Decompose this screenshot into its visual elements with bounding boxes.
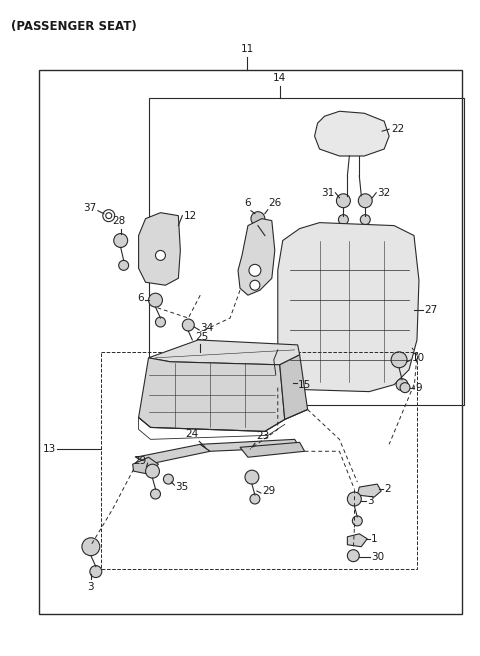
Circle shape: [250, 494, 260, 504]
Polygon shape: [148, 340, 300, 365]
Text: 12: 12: [183, 211, 197, 220]
Circle shape: [249, 264, 261, 276]
Text: 34: 34: [200, 323, 214, 333]
Circle shape: [103, 210, 115, 222]
Text: 6: 6: [137, 293, 144, 303]
Text: 23: 23: [256, 432, 269, 441]
Circle shape: [119, 260, 129, 270]
Polygon shape: [278, 222, 419, 392]
Text: 24: 24: [185, 429, 198, 440]
Text: 29: 29: [133, 456, 146, 466]
Circle shape: [82, 538, 100, 556]
Circle shape: [90, 565, 102, 577]
Polygon shape: [132, 457, 158, 474]
Text: (PASSENGER SEAT): (PASSENGER SEAT): [12, 20, 137, 33]
Polygon shape: [136, 444, 210, 464]
Text: 1: 1: [371, 534, 378, 544]
Circle shape: [400, 382, 410, 393]
Circle shape: [250, 280, 260, 290]
Text: 3: 3: [87, 581, 94, 592]
Bar: [101, 352, 417, 569]
Polygon shape: [276, 372, 295, 392]
Text: 31: 31: [321, 188, 335, 198]
Polygon shape: [357, 484, 381, 497]
Text: 11: 11: [240, 43, 253, 54]
Bar: [148, 98, 464, 405]
Polygon shape: [280, 355, 308, 419]
Circle shape: [352, 516, 362, 526]
Text: 22: 22: [391, 124, 404, 134]
Text: 30: 30: [371, 552, 384, 562]
Text: 10: 10: [412, 353, 425, 363]
Bar: [39, 70, 462, 614]
Text: 29: 29: [262, 486, 275, 496]
Circle shape: [164, 474, 173, 484]
Text: 28: 28: [112, 216, 125, 226]
Text: 27: 27: [424, 305, 437, 315]
Text: 35: 35: [175, 482, 189, 492]
Circle shape: [396, 379, 408, 390]
Text: 2: 2: [384, 484, 391, 494]
Circle shape: [245, 470, 259, 484]
Text: 37: 37: [84, 203, 97, 213]
Circle shape: [391, 352, 407, 368]
Polygon shape: [139, 358, 285, 432]
Polygon shape: [200, 440, 300, 451]
Circle shape: [251, 212, 265, 226]
Circle shape: [336, 194, 350, 208]
Text: 25: 25: [195, 332, 208, 342]
Polygon shape: [238, 218, 275, 295]
Text: 3: 3: [367, 496, 374, 506]
Polygon shape: [139, 213, 180, 285]
Circle shape: [145, 464, 159, 478]
Polygon shape: [348, 534, 367, 546]
Circle shape: [156, 251, 166, 260]
Circle shape: [151, 489, 160, 499]
Text: 6: 6: [245, 197, 251, 208]
Circle shape: [358, 194, 372, 208]
Circle shape: [148, 293, 162, 307]
Text: 14: 14: [273, 73, 287, 83]
Text: 9: 9: [415, 382, 421, 393]
Text: 26: 26: [268, 197, 281, 208]
Circle shape: [156, 317, 166, 327]
Text: 13: 13: [43, 444, 56, 455]
Polygon shape: [314, 112, 389, 156]
Circle shape: [360, 215, 370, 224]
Circle shape: [114, 234, 128, 247]
Text: 32: 32: [377, 188, 390, 198]
Circle shape: [182, 319, 194, 331]
Circle shape: [338, 215, 348, 224]
Polygon shape: [240, 442, 305, 457]
Text: 15: 15: [298, 380, 311, 390]
Circle shape: [106, 213, 112, 218]
Circle shape: [348, 492, 361, 506]
Circle shape: [348, 550, 360, 562]
